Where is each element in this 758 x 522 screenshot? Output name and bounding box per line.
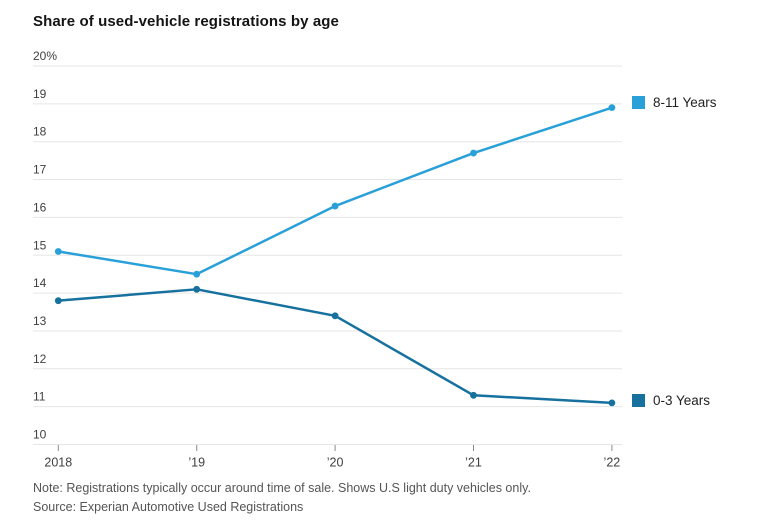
data-point-0-3-years [608,399,616,407]
legend-label-8-11-years: 8-11 Years [653,95,717,110]
y-axis-label: 15 [33,238,47,252]
data-point-0-3-years [470,391,477,399]
legend-item-8-11-years: 8-11 Years [632,95,717,110]
legend-label-0-3-years: 0-3 Years [653,393,711,408]
y-axis-label: 19 [33,87,47,101]
data-point-0-3-years [331,312,339,320]
y-axis-label: 18 [33,125,47,139]
x-axis-label: ’21 [465,456,482,470]
data-point-0-3-years [193,285,201,293]
y-axis-label: 16 [33,200,47,214]
series-line-0-3-years [57,288,614,405]
y-axis-label: 13 [33,314,47,328]
y-axis-label: 11 [33,390,46,404]
x-axis-label: 2018 [44,456,72,470]
series-line-8-11-years [57,106,614,276]
legend-swatch-0-3-years [632,394,645,407]
y-axis-label: 17 [33,163,47,177]
y-axis-label: 10 [33,428,47,442]
data-point-0-3-years [54,297,62,305]
y-axis-label: 14 [33,276,47,290]
chart-title: Share of used-vehicle registrations by a… [33,13,339,30]
data-point-8-11-years [54,248,62,255]
legend-item-0-3-years: 0-3 Years [632,393,710,408]
chart-source: Source: Experian Automotive Used Registr… [33,500,304,514]
x-axis-label: ’22 [604,456,621,470]
data-point-8-11-years [470,149,477,157]
x-axis-label: ’19 [188,456,205,470]
data-point-8-11-years [193,270,201,278]
data-point-8-11-years [608,104,616,112]
y-axis-label: 20% [33,49,57,63]
legend-swatch-8-11-years [632,96,645,109]
x-axis-label: ’20 [327,456,344,470]
data-point-8-11-years [331,202,339,210]
chart-note: Note: Registrations typically occur arou… [33,481,531,495]
y-axis-label: 12 [33,352,47,366]
